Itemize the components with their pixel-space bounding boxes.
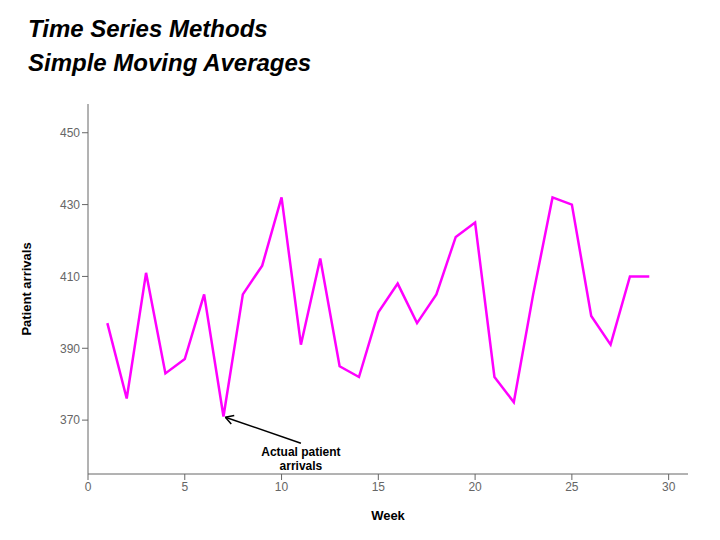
html-text:Simple Moving Averages: Simple Moving Averages (28, 49, 312, 76)
svg-text:30: 30 (662, 480, 676, 494)
svg-text:390: 390 (60, 342, 80, 356)
svg-text:25: 25 (565, 480, 579, 494)
svg-text:5: 5 (181, 480, 188, 494)
svg-text:15: 15 (372, 480, 386, 494)
svg-text:0: 0 (85, 480, 92, 494)
svg-text:10: 10 (275, 480, 289, 494)
svg-text:430: 430 (60, 198, 80, 212)
svg-text:Patient arrivals: Patient arrivals (19, 242, 34, 335)
svg-text:410: 410 (60, 270, 80, 284)
svg-text:Actual patientarrivals: Actual patientarrivals (261, 445, 340, 473)
svg-text:370: 370 (60, 413, 80, 427)
svg-text:450: 450 (60, 126, 80, 140)
html-text:Time Series Methods: Time Series Methods (28, 15, 268, 42)
svg-text:Week: Week (371, 508, 405, 523)
svg-text:20: 20 (468, 480, 482, 494)
